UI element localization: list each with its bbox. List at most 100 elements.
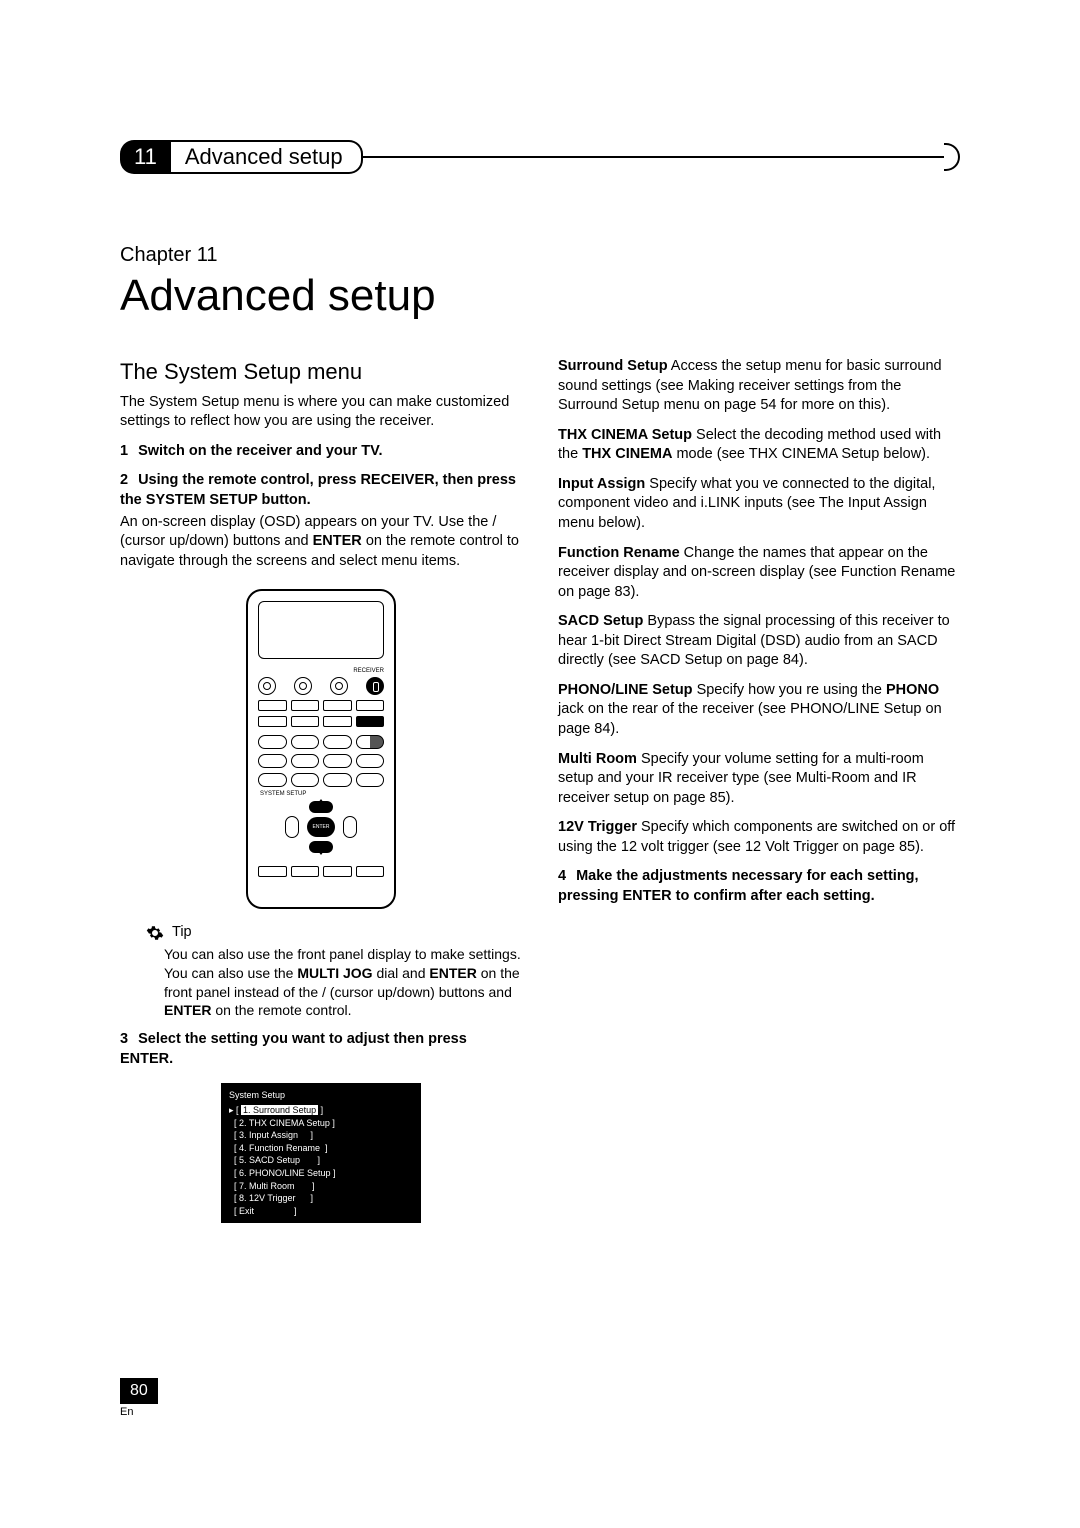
remote-oval-btn — [323, 773, 352, 787]
chapter-label: Chapter 11 — [120, 244, 960, 267]
gear-icon — [146, 924, 164, 942]
dpad-down-icon — [315, 847, 327, 855]
setting-item: Multi Room Specify your volume setting f… — [558, 750, 960, 809]
setting-item: Surround Setup Access the setup menu for… — [558, 357, 960, 416]
remote-circle-btn — [330, 677, 348, 695]
osd-item: [ Exit ] — [229, 1205, 413, 1218]
remote-rect-row — [258, 716, 384, 727]
remote-rect-btn — [323, 866, 352, 877]
tip-enter: ENTER — [429, 965, 476, 981]
left-column: The System Setup menu The System Setup m… — [120, 357, 522, 1223]
remote-rect-btn — [356, 700, 385, 711]
tip-enter2: ENTER — [164, 1002, 211, 1018]
remote-circle-btn — [294, 677, 312, 695]
dpad-up-icon — [315, 799, 327, 807]
setting-item: Function Rename Change the names that ap… — [558, 544, 960, 603]
osd-item: [ 5. SACD Setup ] — [229, 1154, 413, 1167]
dpad-left-btn — [285, 816, 299, 838]
remote-rect-btn — [258, 716, 287, 727]
section-title: The System Setup menu — [120, 357, 522, 387]
setting-item: PHONO/LINE Setup Specify how you re usin… — [558, 681, 960, 740]
tip-header: Tip — [146, 923, 522, 943]
remote-rect-btn — [258, 866, 287, 877]
remote-circle-btn — [258, 677, 276, 695]
page-number: 80 — [120, 1378, 158, 1404]
osd-item: ▸ [ 1. Surround Setup ] — [229, 1104, 413, 1117]
osd-illustration: System Setup ▸ [ 1. Surround Setup ] [ 2… — [120, 1083, 522, 1223]
chapter-title: Advanced setup — [120, 271, 960, 321]
remote-rect-row — [258, 700, 384, 711]
step2-enter: ENTER — [313, 533, 362, 549]
step2-body-a: An on-screen display (OSD) appears on yo… — [120, 514, 492, 530]
osd-item: [ 6. PHONO/LINE Setup ] — [229, 1167, 413, 1180]
setting-item: 12V Trigger Specify which components are… — [558, 818, 960, 857]
remote-oval-btn — [356, 773, 385, 787]
tip-multi: MULTI JOG — [297, 965, 372, 981]
step-2-text: Using the remote control, press RECEIVER… — [120, 472, 516, 508]
remote-oval-btn — [356, 754, 385, 768]
remote-oval-row — [258, 754, 384, 768]
header-rule — [361, 156, 944, 158]
remote-oval-row — [258, 773, 384, 787]
step-1-num: 1 — [120, 443, 128, 459]
settings-list: Surround Setup Access the setup menu for… — [558, 357, 960, 857]
remote-oval-btn — [291, 754, 320, 768]
dpad-right-btn — [343, 816, 357, 838]
header-chapter-number: 11 — [120, 140, 171, 174]
osd-item: [ 4. Function Rename ] — [229, 1142, 413, 1155]
step-4-num: 4 — [558, 868, 566, 884]
setting-item: THX CINEMA Setup Select the decoding met… — [558, 426, 960, 465]
remote-rect-btn — [258, 700, 287, 711]
step-1: 1 Switch on the receiver and your TV. — [120, 442, 522, 462]
step-1-text: Switch on the receiver and your TV. — [138, 443, 382, 459]
remote-oval-btn — [356, 735, 385, 749]
remote-rect-btn — [291, 716, 320, 727]
header-endcap — [944, 143, 960, 171]
tip-b: dial and — [373, 965, 430, 981]
step-2-num: 2 — [120, 472, 128, 488]
remote-oval-row — [258, 735, 384, 749]
remote-rect-btn — [291, 700, 320, 711]
step-3: 3Select the setting you want to adjust t… — [120, 1030, 522, 1069]
setting-item: Input Assign Specify what you ve connect… — [558, 475, 960, 534]
setting-item: SACD Setup Bypass the signal processing … — [558, 612, 960, 671]
tip-d: (cursor up/down) buttons and — [326, 984, 512, 1000]
updown-icon: / — [492, 514, 496, 530]
osd-item: [ 7. Multi Room ] — [229, 1180, 413, 1193]
osd-item: [ 2. THX CINEMA Setup ] — [229, 1117, 413, 1130]
tip-e: on the remote control. — [211, 1002, 351, 1018]
page-lang: En — [120, 1406, 158, 1418]
remote-rect-btn — [291, 866, 320, 877]
remote-illustration: RECEIVER — [120, 589, 522, 909]
remote-system-setup-btn — [356, 716, 385, 727]
remote-oval-btn — [323, 735, 352, 749]
step-3-num: 3 — [120, 1031, 128, 1047]
content-columns: The System Setup menu The System Setup m… — [120, 357, 960, 1223]
tip-body: You can also use the front panel display… — [164, 945, 522, 1021]
step-2: 2Using the remote control, press RECEIVE… — [120, 471, 522, 510]
step-2-body: An on-screen display (OSD) appears on yo… — [120, 513, 522, 572]
intro-text: The System Setup menu is where you can m… — [120, 393, 522, 432]
footer: 80 En — [120, 1378, 158, 1418]
remote-rect-btn — [323, 700, 352, 711]
remote-bottom-row — [258, 866, 384, 877]
osd-list: ▸ [ 1. Surround Setup ] [ 2. THX CINEMA … — [229, 1104, 413, 1217]
remote-power-btn — [366, 677, 384, 695]
remote-oval-btn — [258, 773, 287, 787]
remote-body: RECEIVER — [246, 589, 396, 909]
header-bar: 11 Advanced setup — [120, 140, 960, 174]
page: 11 Advanced setup Chapter 11 Advanced se… — [0, 0, 1080, 1283]
step-4: 4Make the adjustments necessary for each… — [558, 867, 960, 906]
remote-oval-btn — [323, 754, 352, 768]
step-4-text: Make the adjustments necessary for each … — [558, 868, 919, 904]
osd-title: System Setup — [229, 1089, 413, 1102]
dpad-enter-btn: ENTER — [307, 817, 335, 837]
remote-oval-btn — [258, 735, 287, 749]
right-column: Surround Setup Access the setup menu for… — [558, 357, 960, 1223]
osd-item: [ 8. 12V Trigger ] — [229, 1192, 413, 1205]
remote-dpad: SYSTEM SETUP ENTER — [258, 792, 384, 862]
remote-screen — [258, 601, 384, 659]
tip-label: Tip — [172, 923, 192, 943]
remote-rect-btn — [356, 866, 385, 877]
remote-oval-btn — [291, 773, 320, 787]
